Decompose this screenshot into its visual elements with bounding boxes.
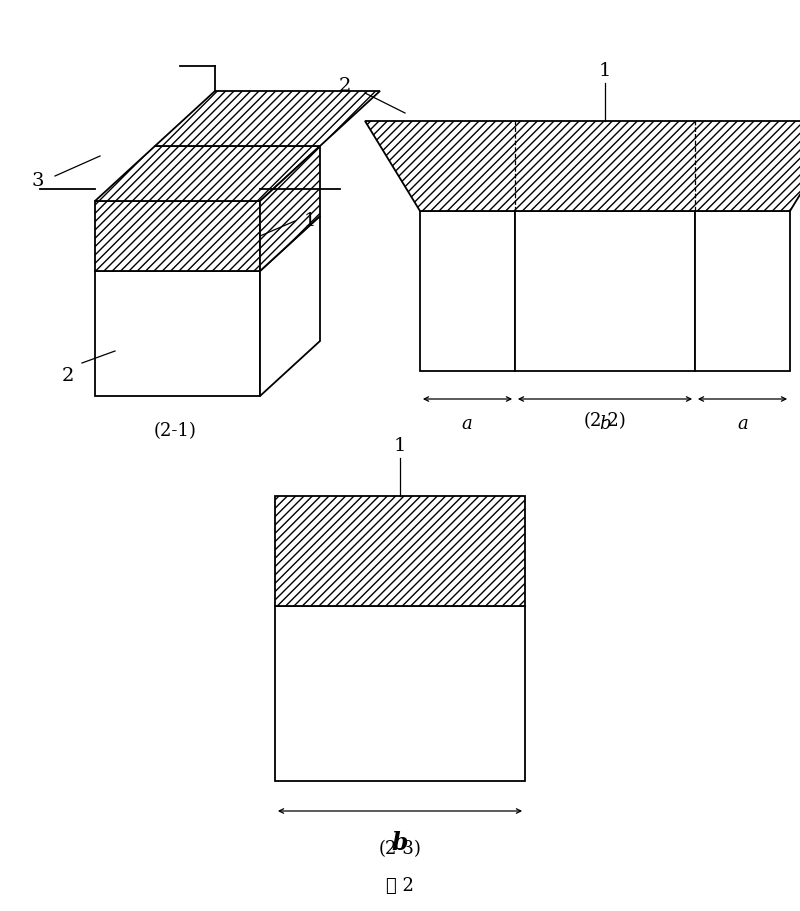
Text: b: b [599,415,610,433]
Text: 图 2: 图 2 [386,877,414,895]
Text: 2: 2 [62,367,74,385]
Text: 1: 1 [304,212,316,230]
Bar [515,211,695,371]
Text: b: b [392,831,408,855]
Bar [695,211,790,371]
Text: a: a [462,415,472,433]
Text: 1: 1 [599,62,611,80]
Bar [420,211,515,371]
Text: a: a [738,415,748,433]
Text: (2-2): (2-2) [584,412,626,430]
Bar [95,201,260,271]
Polygon shape [365,121,800,211]
Polygon shape [260,146,320,271]
Bar [275,606,525,781]
Text: 3: 3 [32,172,44,190]
Text: (2-3): (2-3) [378,840,422,858]
Polygon shape [155,91,380,146]
Polygon shape [95,146,320,201]
Bar [275,496,525,606]
Polygon shape [260,216,320,396]
Text: (2-1): (2-1) [154,422,197,440]
Text: 2: 2 [339,77,351,95]
Bar [95,271,260,396]
Text: 1: 1 [394,437,406,455]
